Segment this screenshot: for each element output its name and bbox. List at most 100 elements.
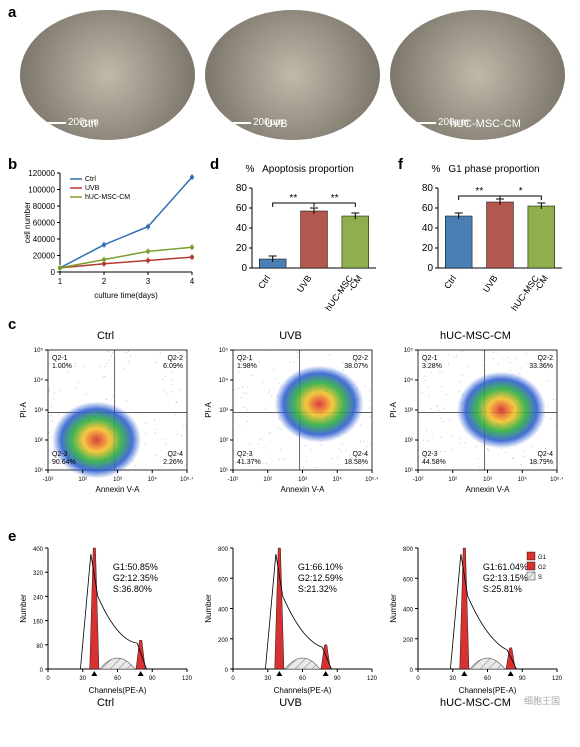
hist-plot: 02004006008000306090120Channels(PE-A)Num… xyxy=(388,540,563,695)
svg-text:UVB: UVB xyxy=(85,185,100,192)
svg-text:0: 0 xyxy=(40,668,44,674)
micrograph-row: 200μm Ctrl 200μm UVB 200μm hUC-MSC-CM xyxy=(20,10,565,140)
svg-text:60: 60 xyxy=(236,203,248,214)
svg-text:10⁴: 10⁴ xyxy=(404,377,414,384)
svg-text:**: ** xyxy=(475,186,483,197)
svg-text:hUC-MSC: hUC-MSC xyxy=(509,273,541,313)
svg-text:41.37%: 41.37% xyxy=(237,459,261,466)
micrograph-label: Ctrl xyxy=(80,118,97,130)
micrograph-uvb: 200μm UVB xyxy=(205,10,380,140)
svg-text:Number: Number xyxy=(389,594,398,623)
svg-text:90.64%: 90.64% xyxy=(52,459,76,466)
svg-text:600: 600 xyxy=(218,577,229,583)
svg-text:S: S xyxy=(538,575,542,581)
svg-text:120: 120 xyxy=(552,676,563,682)
svg-text:PI-A: PI-A xyxy=(389,402,398,418)
svg-text:G1:66.10%: G1:66.10% xyxy=(298,562,343,572)
svg-text:40: 40 xyxy=(236,223,248,234)
svg-text:800: 800 xyxy=(403,547,414,553)
svg-text:40000: 40000 xyxy=(33,235,56,244)
svg-text:10³: 10³ xyxy=(113,477,122,483)
svg-text:-10²: -10² xyxy=(413,477,424,483)
flow-plot: Q2-11.00%Q2-26.09%Q2-390.64%Q2-42.26%-10… xyxy=(18,344,193,494)
svg-text:Q2-2: Q2-2 xyxy=(167,355,183,362)
svg-text:40: 40 xyxy=(422,223,434,234)
svg-text:G2:13.15%: G2:13.15% xyxy=(483,573,528,583)
svg-text:10⁵·⁴: 10⁵·⁴ xyxy=(550,476,563,483)
svg-text:0: 0 xyxy=(416,676,420,682)
svg-text:10⁵: 10⁵ xyxy=(404,347,414,354)
svg-text:G2:12.35%: G2:12.35% xyxy=(113,573,158,583)
svg-text:10⁴: 10⁴ xyxy=(333,476,343,483)
svg-text:S:36.80%: S:36.80% xyxy=(113,584,152,594)
svg-text:0: 0 xyxy=(225,668,229,674)
svg-text:G2: G2 xyxy=(538,565,547,571)
svg-text:Q2-1: Q2-1 xyxy=(52,355,68,362)
svg-text:0: 0 xyxy=(427,263,433,274)
svg-text:10²: 10² xyxy=(263,477,272,483)
svg-text:*: * xyxy=(519,186,523,197)
svg-text:2.26%: 2.26% xyxy=(163,459,183,466)
svg-text:PI-A: PI-A xyxy=(204,402,213,418)
flow-panel: CtrlQ2-11.00%Q2-26.09%Q2-390.64%Q2-42.26… xyxy=(18,330,193,494)
panel-label-b: b xyxy=(8,156,17,173)
svg-text:30: 30 xyxy=(449,676,456,682)
svg-text:0: 0 xyxy=(410,668,414,674)
svg-text:10⁵·⁴: 10⁵·⁴ xyxy=(365,476,378,483)
svg-text:10¹: 10¹ xyxy=(404,468,413,474)
svg-text:-10²: -10² xyxy=(43,477,54,483)
svg-text:Q2-4: Q2-4 xyxy=(537,451,553,458)
svg-text:200: 200 xyxy=(403,638,414,644)
panel-label-c: c xyxy=(8,316,16,333)
svg-text:Number: Number xyxy=(19,594,28,623)
flow-title: UVB xyxy=(203,330,378,342)
svg-text:UVB: UVB xyxy=(295,273,314,294)
svg-text:S:21.32%: S:21.32% xyxy=(298,584,337,594)
svg-text:Q2-4: Q2-4 xyxy=(167,451,183,458)
svg-text:400: 400 xyxy=(403,608,414,614)
svg-text:33.36%: 33.36% xyxy=(529,363,553,370)
micrograph-cm: 200μm hUC-MSC-CM xyxy=(390,10,565,140)
svg-text:Q2-2: Q2-2 xyxy=(352,355,368,362)
svg-text:G1:50.85%: G1:50.85% xyxy=(113,562,158,572)
svg-text:10³: 10³ xyxy=(483,477,492,483)
svg-text:10²: 10² xyxy=(448,477,457,483)
svg-text:30: 30 xyxy=(264,676,271,682)
svg-text:60: 60 xyxy=(484,676,491,682)
svg-text:400: 400 xyxy=(33,547,44,553)
svg-text:0: 0 xyxy=(46,676,50,682)
svg-text:10³: 10³ xyxy=(219,408,228,414)
svg-text:18.58%: 18.58% xyxy=(344,459,368,466)
hist-panel: 0801602403204000306090120Channels(PE-A)N… xyxy=(18,540,193,709)
svg-text:Annexin V-A: Annexin V-A xyxy=(95,485,140,494)
svg-text:80: 80 xyxy=(36,644,43,650)
svg-text:3: 3 xyxy=(146,277,151,286)
svg-text:90: 90 xyxy=(149,676,156,682)
flow-plot: Q2-13.28%Q2-233.36%Q2-344.58%Q2-418.79%-… xyxy=(388,344,563,494)
svg-text:0: 0 xyxy=(51,268,56,277)
svg-text:400: 400 xyxy=(218,608,229,614)
svg-text:Channels(PE-A): Channels(PE-A) xyxy=(274,686,332,695)
svg-text:10³: 10³ xyxy=(404,408,413,414)
svg-text:**: ** xyxy=(331,193,339,204)
svg-text:G1: G1 xyxy=(538,555,547,561)
svg-text:20000: 20000 xyxy=(33,252,56,261)
svg-text:10²: 10² xyxy=(78,477,87,483)
micrograph-label: UVB xyxy=(265,118,288,130)
svg-text:20: 20 xyxy=(236,243,248,254)
svg-text:%: % xyxy=(246,164,255,175)
svg-text:Number: Number xyxy=(204,594,213,623)
flow-title: hUC-MSC-CM xyxy=(388,330,563,342)
svg-text:20: 20 xyxy=(422,243,434,254)
svg-text:Q2-4: Q2-4 xyxy=(352,451,368,458)
flow-panel: hUC-MSC-CM Q2-13.28%Q2-233.36%Q2-344.58%Q… xyxy=(388,330,563,494)
svg-text:30: 30 xyxy=(79,676,86,682)
svg-text:120: 120 xyxy=(182,676,193,682)
svg-text:80: 80 xyxy=(422,183,434,194)
svg-text:10⁴: 10⁴ xyxy=(518,476,528,483)
svg-text:**: ** xyxy=(289,193,297,204)
svg-text:80000: 80000 xyxy=(33,202,56,211)
svg-text:UVB: UVB xyxy=(481,273,500,294)
svg-text:Q2-2: Q2-2 xyxy=(537,355,553,362)
hist-row: 0801602403204000306090120Channels(PE-A)N… xyxy=(18,540,563,709)
